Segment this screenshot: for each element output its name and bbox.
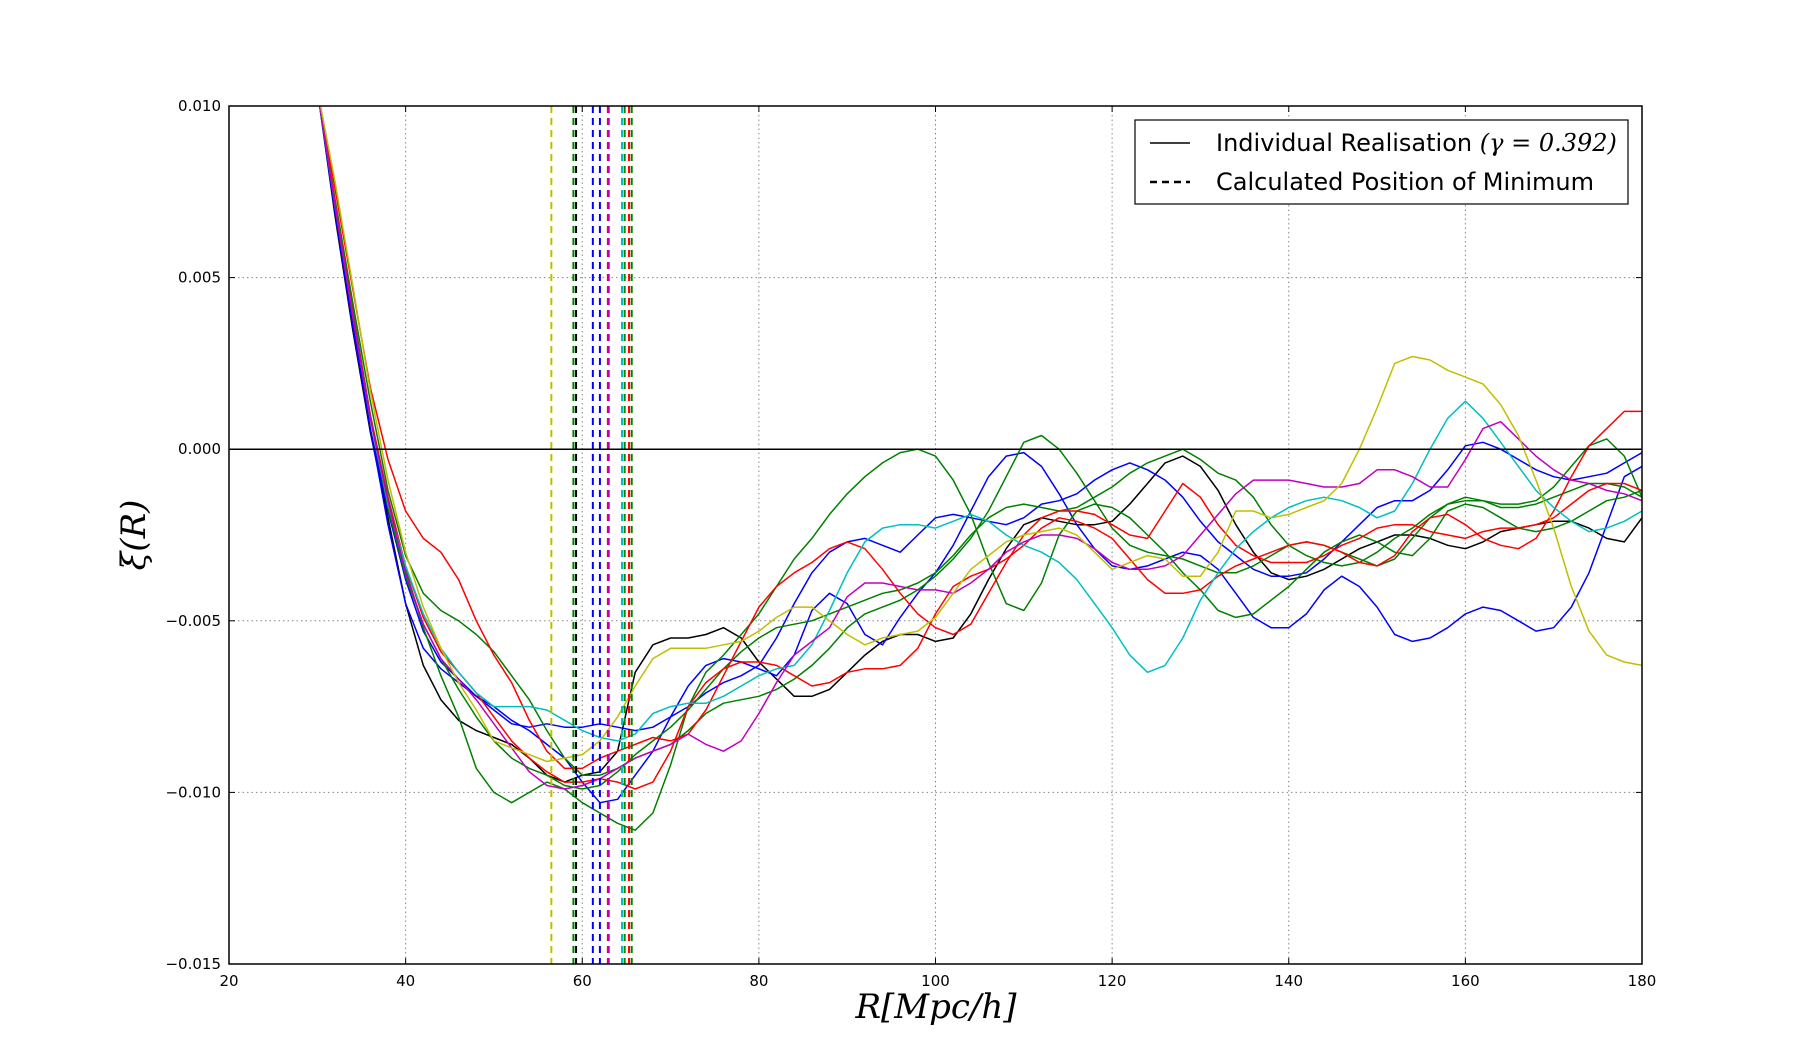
axis-ticks: 20 40 60 80 100 120 140 160 180 −0.015 −0.010 −0.00… xyxy=(165,97,1656,990)
y-tick-label: 0.005 xyxy=(178,269,221,287)
y-tick-label: −0.015 xyxy=(165,955,221,973)
y-tick-label: −0.005 xyxy=(165,612,221,630)
x-tick-label: 80 xyxy=(749,972,768,990)
series-line-3 xyxy=(319,106,1642,732)
x-tick-label: 140 xyxy=(1274,972,1303,990)
legend: Individual Realisation (γ = 0.392) Calcu… xyxy=(1134,119,1629,205)
x-tick-label: 160 xyxy=(1451,972,1480,990)
y-tick-label: 0.000 xyxy=(178,440,221,458)
series-group xyxy=(318,106,1642,831)
x-tick-label: 100 xyxy=(921,972,950,990)
legend-entry-1-math: (γ = 0.392) xyxy=(1480,129,1617,157)
x-tick-label: 20 xyxy=(219,972,238,990)
series-line-1 xyxy=(318,106,1642,783)
series-line-8 xyxy=(319,106,1642,790)
series-line-10 xyxy=(319,106,1642,790)
x-tick-label: 40 xyxy=(396,972,415,990)
y-axis-label: ξ(R) xyxy=(114,500,154,571)
x-tick-label: 180 xyxy=(1628,972,1657,990)
x-tick-label: 120 xyxy=(1098,972,1127,990)
series-line-4 xyxy=(319,106,1642,831)
legend-entry-2-label: Calculated Position of Minimum xyxy=(1216,168,1594,196)
y-tick-label: −0.010 xyxy=(165,783,221,801)
x-axis-label: R[Mpc/h] xyxy=(854,987,1017,1027)
series-line-11 xyxy=(319,106,1642,763)
y-tick-label: 0.010 xyxy=(178,97,221,115)
legend-entry-1: Individual Realisation (γ = 0.392) xyxy=(1216,129,1617,157)
series-line-2 xyxy=(319,106,1642,804)
minimum-markers xyxy=(550,106,633,964)
series-line-9 xyxy=(319,106,1642,742)
legend-entry-1-label: Individual Realisation xyxy=(1216,129,1472,157)
legend-box xyxy=(1134,119,1629,205)
series-line-6 xyxy=(319,106,1642,790)
x-tick-label: 60 xyxy=(573,972,592,990)
series-line-7 xyxy=(319,106,1642,770)
